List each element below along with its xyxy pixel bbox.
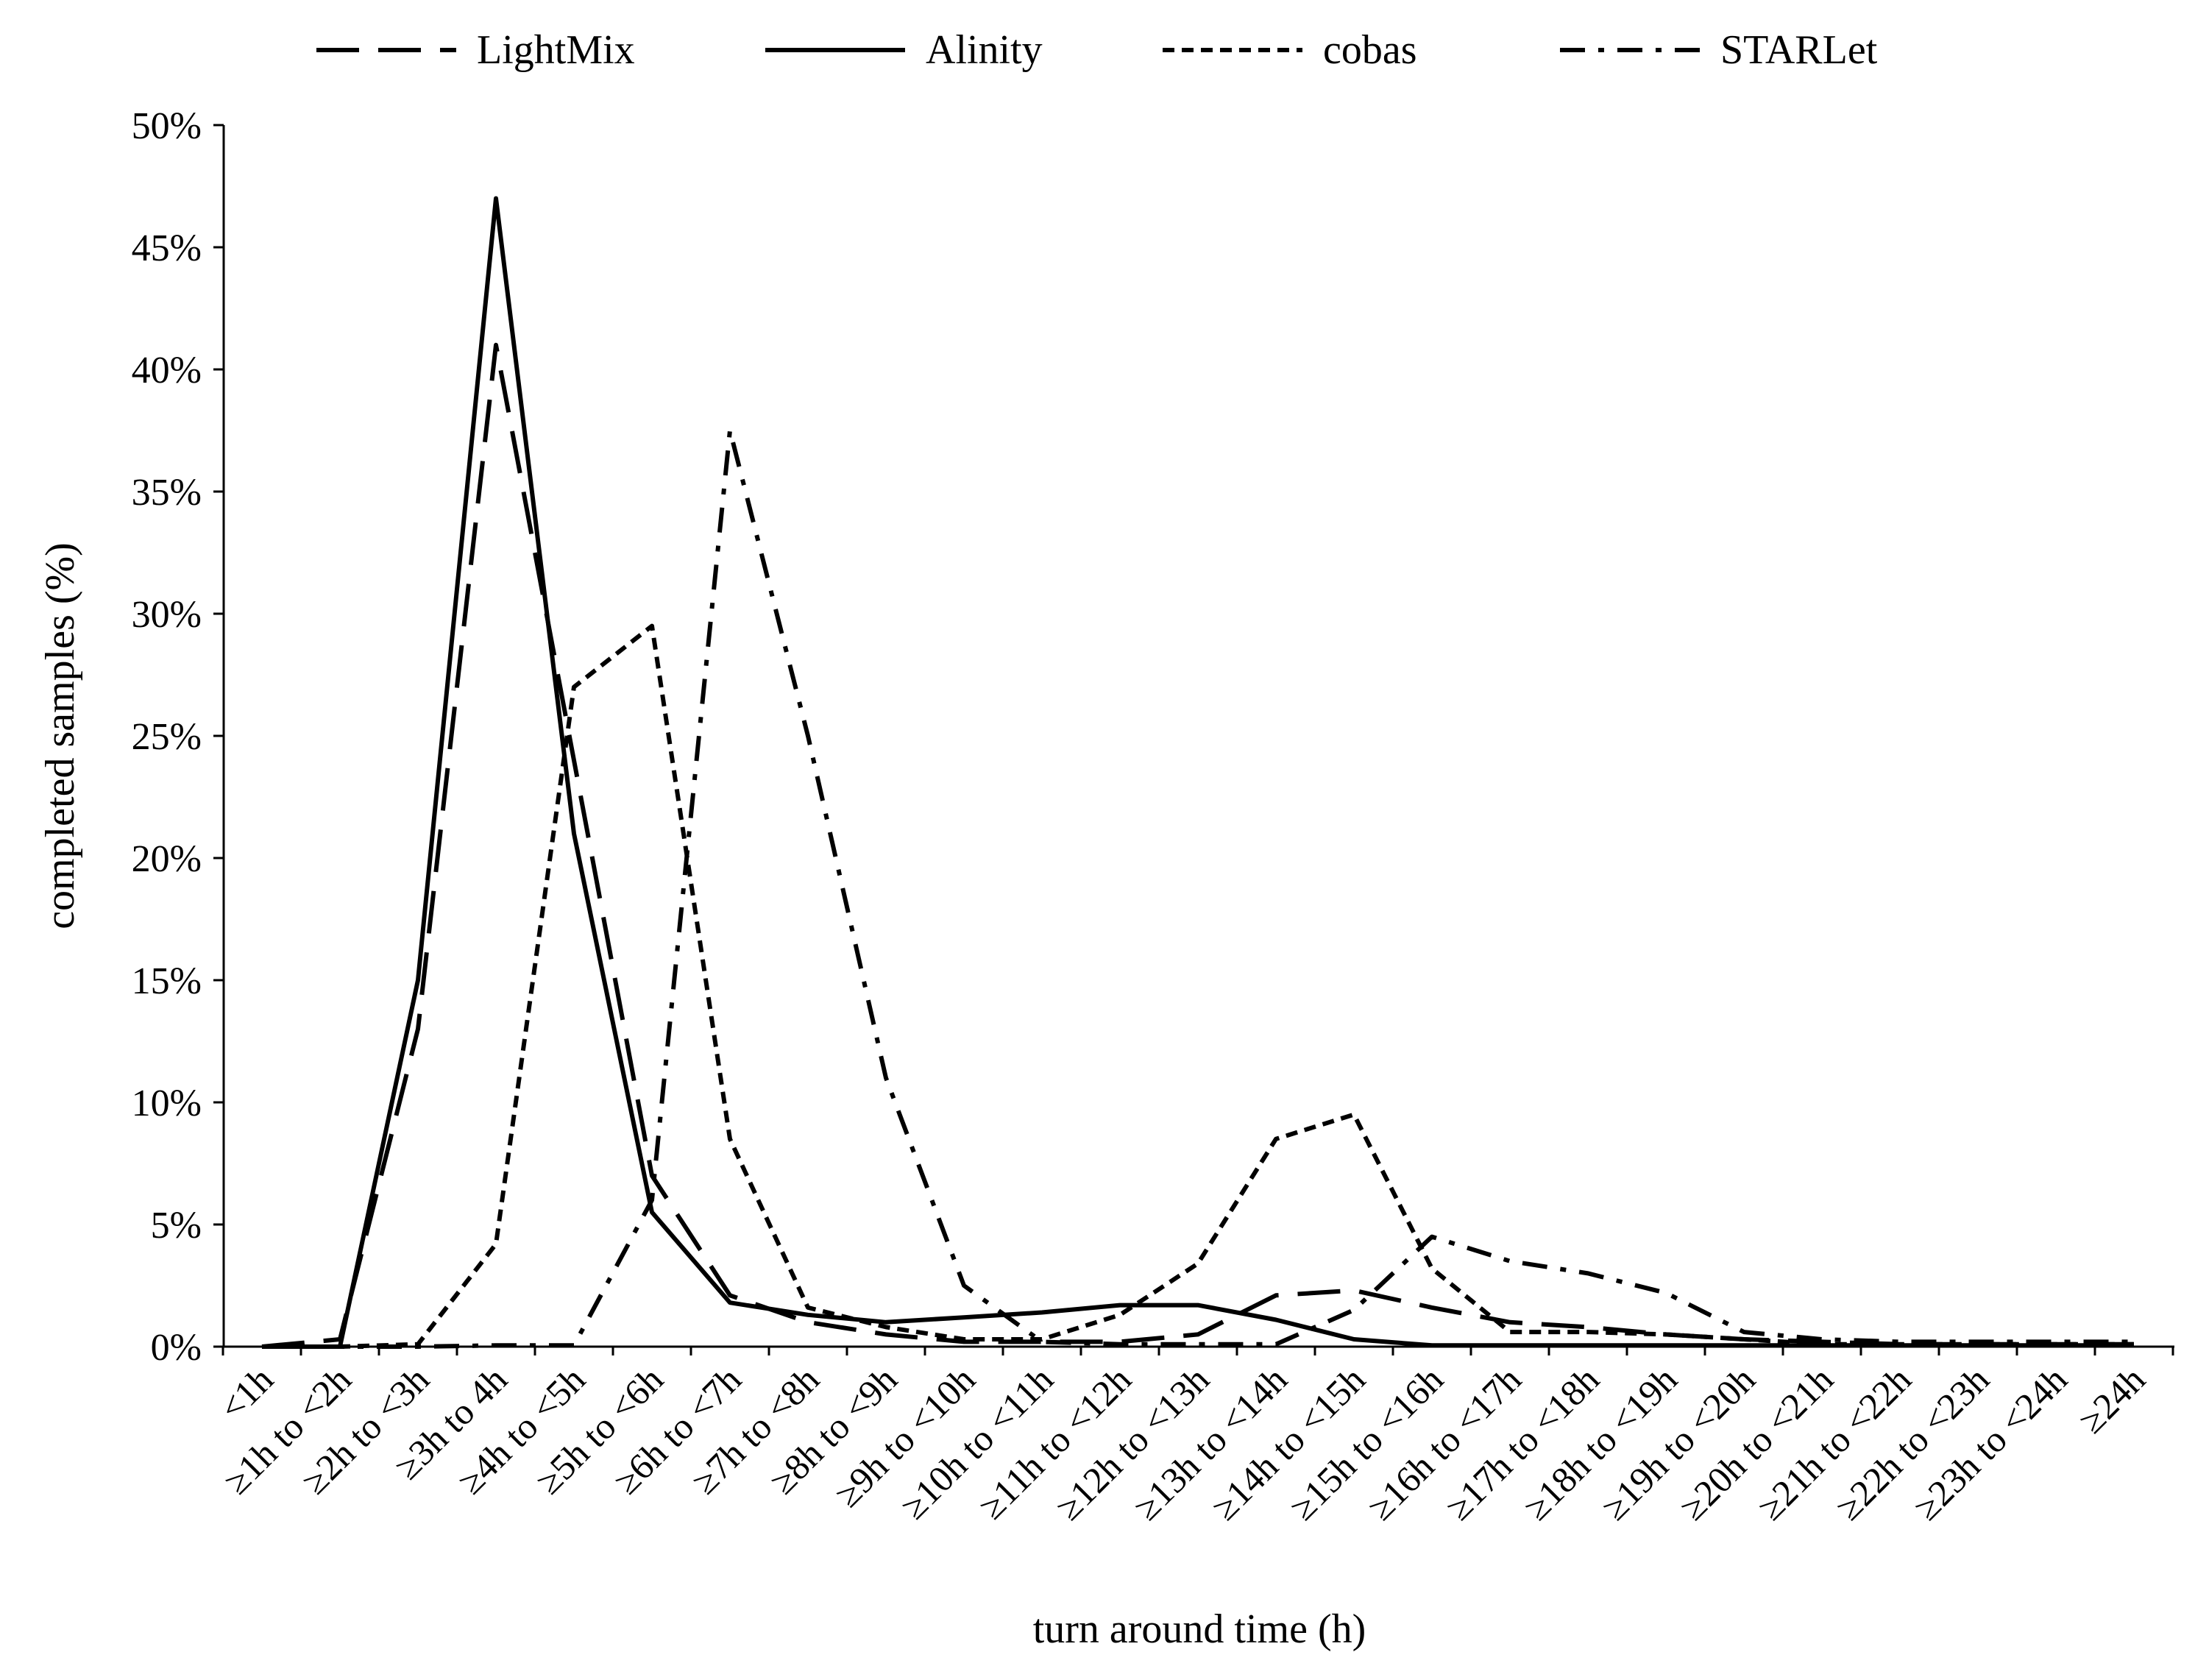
x-axis-title: turn around time (h): [1033, 1606, 1366, 1652]
y-axis-ticks: 0% 5% 10% 15% 20% 25% 30% 35% 40% 45% 50%: [132, 105, 224, 1369]
legend: LightMix Alinity cobas STARLet: [316, 27, 1878, 73]
legend-label: STARLet: [1720, 27, 1878, 73]
y-tick-label: 45%: [132, 227, 202, 269]
legend-item-cobas: cobas: [1163, 27, 1417, 73]
y-tick-label: 5%: [151, 1205, 202, 1247]
y-tick-label: 25%: [132, 716, 202, 758]
y-tick-label: 20%: [132, 838, 202, 880]
y-tick-label: 40%: [132, 350, 202, 391]
series-layer: [261, 196, 2134, 1349]
legend-item-starlet: STARLet: [1560, 27, 1878, 73]
y-tick-label: 35%: [132, 472, 202, 514]
series-line-cobas: [262, 623, 2134, 1349]
y-tick-label: 30%: [132, 594, 202, 636]
y-tick-label: 0%: [151, 1327, 202, 1369]
y-tick-label: 10%: [132, 1082, 202, 1124]
legend-label: cobas: [1323, 27, 1417, 73]
legend-item-lightmix: LightMix: [316, 27, 635, 73]
y-axis-title: completed samples (%): [38, 542, 83, 929]
legend-label: Alinity: [926, 27, 1043, 73]
legend-label: LightMix: [477, 27, 635, 73]
y-tick-label: 50%: [132, 105, 202, 147]
y-tick-label: 15%: [132, 960, 202, 1002]
legend-item-alinity: Alinity: [765, 27, 1043, 73]
series-line-lightmix: [261, 342, 2134, 1349]
